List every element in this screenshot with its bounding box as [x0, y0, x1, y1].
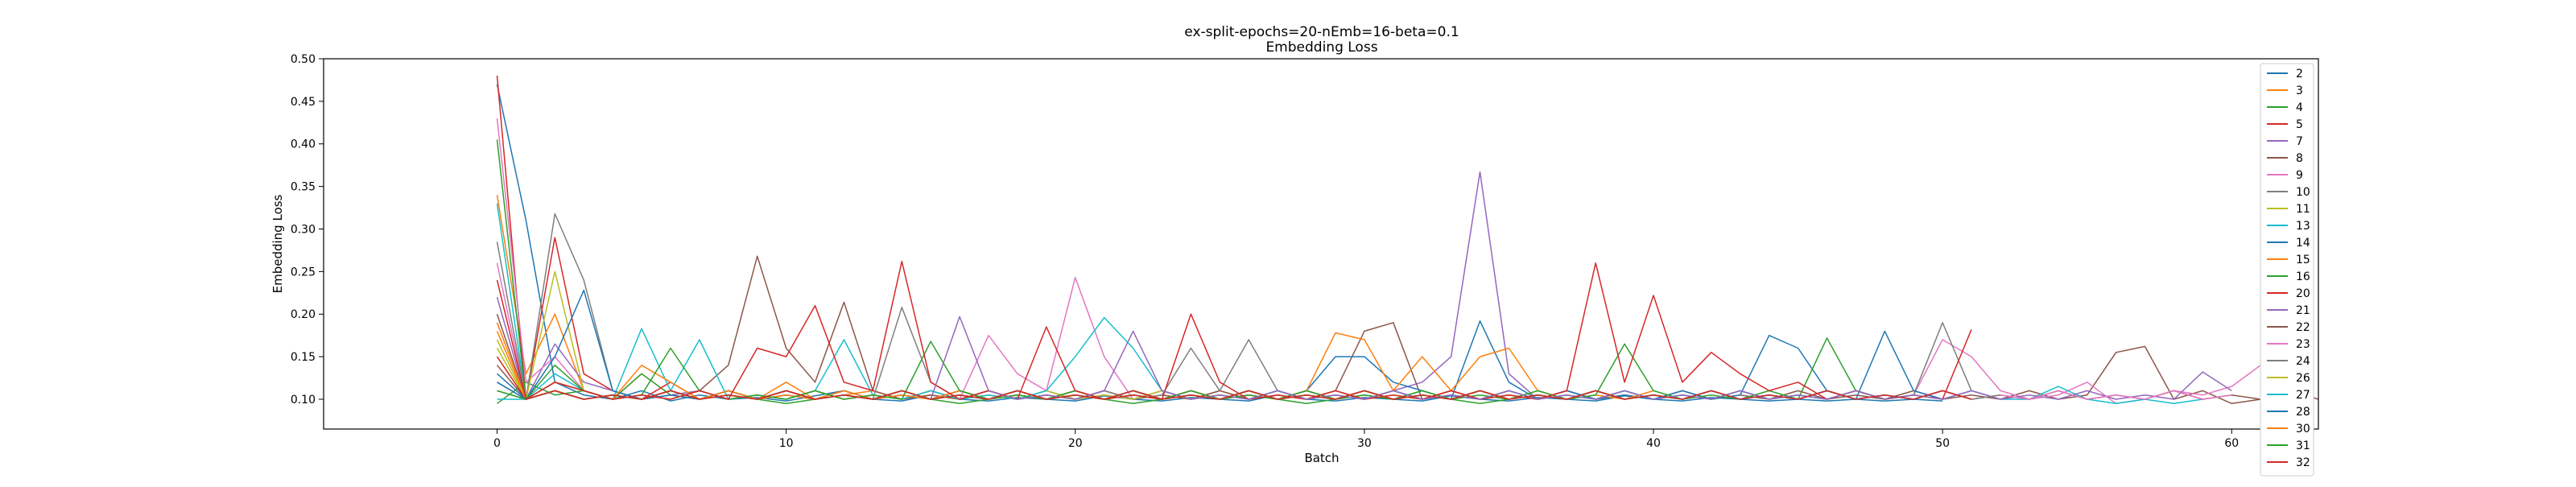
- y-axis-ticks: 0.10 0.15 0.20 0.25 0.30 0.35 0.40 0.45 0.50: [291, 53, 324, 407]
- y-axis-label: Embedding Loss: [270, 194, 285, 293]
- chart-subtitle: Embedding Loss: [1265, 39, 1377, 56]
- legend-label: 3: [2296, 85, 2303, 97]
- series-line-10: [497, 213, 1972, 400]
- x-axis-label: Batch: [1304, 451, 1339, 465]
- series-line-32: [496, 279, 1972, 400]
- y-tick-label: 0.25: [291, 266, 316, 279]
- legend-label: 20: [2296, 287, 2310, 300]
- legend-label: 13: [2296, 220, 2310, 233]
- legend-label: 32: [2296, 456, 2310, 469]
- legend-label: 14: [2296, 237, 2310, 250]
- legend: 2345789101113141516202122232426272830313…: [2260, 63, 2314, 477]
- x-tick-label: 0: [493, 437, 501, 450]
- y-tick-label: 0.20: [291, 308, 316, 321]
- series-line-11: [496, 270, 1509, 400]
- legend-label: 8: [2296, 152, 2303, 165]
- legend-label: 11: [2296, 203, 2310, 216]
- series-line-7: [496, 171, 1654, 400]
- x-tick-label: 40: [1646, 437, 1661, 450]
- x-tick-label: 60: [2224, 437, 2239, 450]
- x-tick-label: 30: [1357, 437, 1372, 450]
- y-tick-label: 0.50: [291, 53, 316, 66]
- chart-title: ex-split-epochs=20-nEmb=16-beta=0.1: [1184, 24, 1459, 40]
- legend-label: 21: [2296, 304, 2310, 317]
- legend-label: 30: [2296, 423, 2310, 435]
- x-tick-label: 20: [1068, 437, 1083, 450]
- legend-label: 31: [2296, 440, 2310, 452]
- y-tick-label: 0.40: [291, 138, 316, 151]
- legend-label: 28: [2296, 406, 2310, 419]
- legend-label: 2: [2296, 68, 2303, 80]
- y-tick-label: 0.30: [291, 223, 316, 236]
- legend-label: 23: [2296, 338, 2310, 351]
- series-line-16: [496, 139, 1914, 400]
- series-lines: [496, 76, 2319, 405]
- legend-label: 7: [2296, 135, 2303, 148]
- series-line-2: [496, 84, 1943, 402]
- legend-label: 15: [2296, 254, 2310, 266]
- x-axis-ticks: 0 10 20 30 40 50 60: [493, 429, 2239, 450]
- y-tick-label: 0.15: [291, 351, 316, 364]
- series-line-13: [496, 203, 2203, 405]
- series-line-30: [496, 322, 1567, 400]
- series-line-15: [496, 331, 1654, 400]
- series-line-5: [496, 76, 1336, 400]
- series-line-9: [496, 118, 2261, 405]
- y-tick-label: 0.35: [291, 181, 316, 194]
- legend-label: 24: [2296, 355, 2310, 368]
- series-line-24: [496, 241, 2001, 400]
- series-line-21: [497, 316, 2232, 400]
- y-tick-label: 0.10: [291, 394, 316, 407]
- legend-box: [2260, 63, 2314, 477]
- legend-label: 26: [2296, 372, 2310, 385]
- legend-label: 27: [2296, 389, 2310, 402]
- series-line-8: [496, 255, 2290, 405]
- legend-label: 16: [2296, 270, 2310, 283]
- series-line-20: [496, 260, 1972, 400]
- x-tick-label: 50: [1935, 437, 1950, 450]
- plot-frame: [323, 58, 2319, 430]
- series-line-3: [496, 195, 1538, 400]
- series-line-14: [497, 289, 1943, 400]
- legend-label: 5: [2296, 118, 2303, 131]
- legend-label: 22: [2296, 321, 2310, 334]
- legend-label: 4: [2296, 101, 2303, 114]
- legend-label: 10: [2296, 186, 2310, 199]
- y-tick-label: 0.45: [291, 96, 316, 109]
- legend-label: 9: [2296, 169, 2303, 182]
- x-tick-label: 10: [779, 437, 794, 450]
